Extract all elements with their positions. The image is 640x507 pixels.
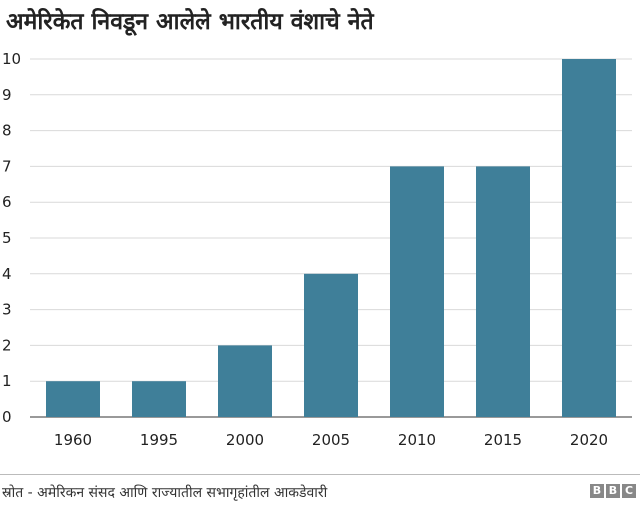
x-tick-label: 2010	[398, 431, 436, 449]
y-tick-label: 10	[2, 50, 21, 68]
x-tick-label: 2000	[226, 431, 264, 449]
y-tick-label: 0	[2, 408, 12, 426]
logo-letter: B	[606, 484, 620, 498]
bbc-logo: B B C	[590, 484, 636, 498]
bar	[390, 166, 444, 417]
bar	[46, 381, 100, 417]
y-tick-label: 9	[2, 86, 12, 104]
y-tick-label: 3	[2, 301, 12, 319]
y-tick-label: 2	[2, 336, 12, 354]
x-tick-label: 2015	[484, 431, 522, 449]
y-tick-label: 4	[2, 265, 12, 283]
bar	[132, 381, 186, 417]
x-tick-label: 2020	[570, 431, 608, 449]
logo-letter: C	[622, 484, 636, 498]
chart-title: अमेरिकेत निवडून आलेले भारतीय वंशाचे नेते	[6, 9, 374, 35]
y-tick-label: 8	[2, 122, 12, 140]
bar	[304, 273, 358, 417]
y-tick-label: 7	[2, 157, 12, 175]
y-tick-label: 5	[2, 229, 12, 247]
y-tick-label: 1	[2, 372, 12, 390]
y-tick-label: 6	[2, 193, 12, 211]
x-tick-label: 2005	[312, 431, 350, 449]
x-tick-label: 1960	[54, 431, 92, 449]
source-note: स्रोत - अमेरिकन संसद आणि राज्यातील सभागृ…	[2, 485, 328, 501]
bar	[476, 166, 530, 417]
footer-divider	[0, 474, 640, 475]
logo-letter: B	[590, 484, 604, 498]
bar	[562, 59, 616, 417]
x-tick-label: 1995	[140, 431, 178, 449]
bar-chart: 0 1 2 3 4 5 6 7 8 9 10 1960 1995 2000 2005 2010 2015 2020	[2, 50, 632, 449]
bar	[218, 345, 272, 417]
